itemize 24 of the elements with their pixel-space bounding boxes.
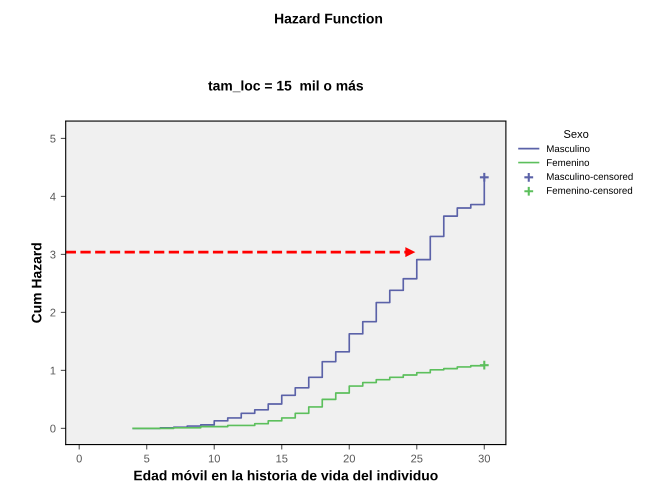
y-tick-label: 0 (50, 424, 56, 432)
x-axis-title: Edad móvil en la historia de vida del individuo (134, 470, 438, 480)
y-tick-label: 5 (50, 134, 56, 143)
y-axis-title: Cum Hazard (31, 243, 42, 323)
legend-label: Femenino (547, 158, 590, 166)
legend-title: Sexo (564, 130, 588, 138)
x-tick-label: 10 (208, 454, 220, 462)
x-tick-label: 5 (144, 454, 150, 462)
legend-label: Masculino (547, 145, 590, 152)
x-tick-label: 25 (411, 454, 422, 462)
x-tick-label: 15 (276, 454, 288, 462)
y-tick-label: 1 (50, 366, 56, 374)
chart-subtitle: tam_loc = 15 mil o más (208, 80, 364, 92)
point (478, 360, 490, 371)
x-tick-label: 0 (76, 454, 82, 462)
point (478, 172, 490, 183)
chart-title: Hazard Function (275, 13, 382, 24)
legend-label: Masculino-censored (547, 172, 633, 180)
y-tick-label: 3 (50, 250, 56, 259)
x-tick-label: 20 (344, 454, 356, 462)
y-tick-label: 4 (50, 192, 56, 200)
y-tick-label: 2 (50, 308, 56, 316)
x-tick-label: 30 (478, 454, 490, 462)
legend-label: Femenino-censored (547, 186, 632, 194)
